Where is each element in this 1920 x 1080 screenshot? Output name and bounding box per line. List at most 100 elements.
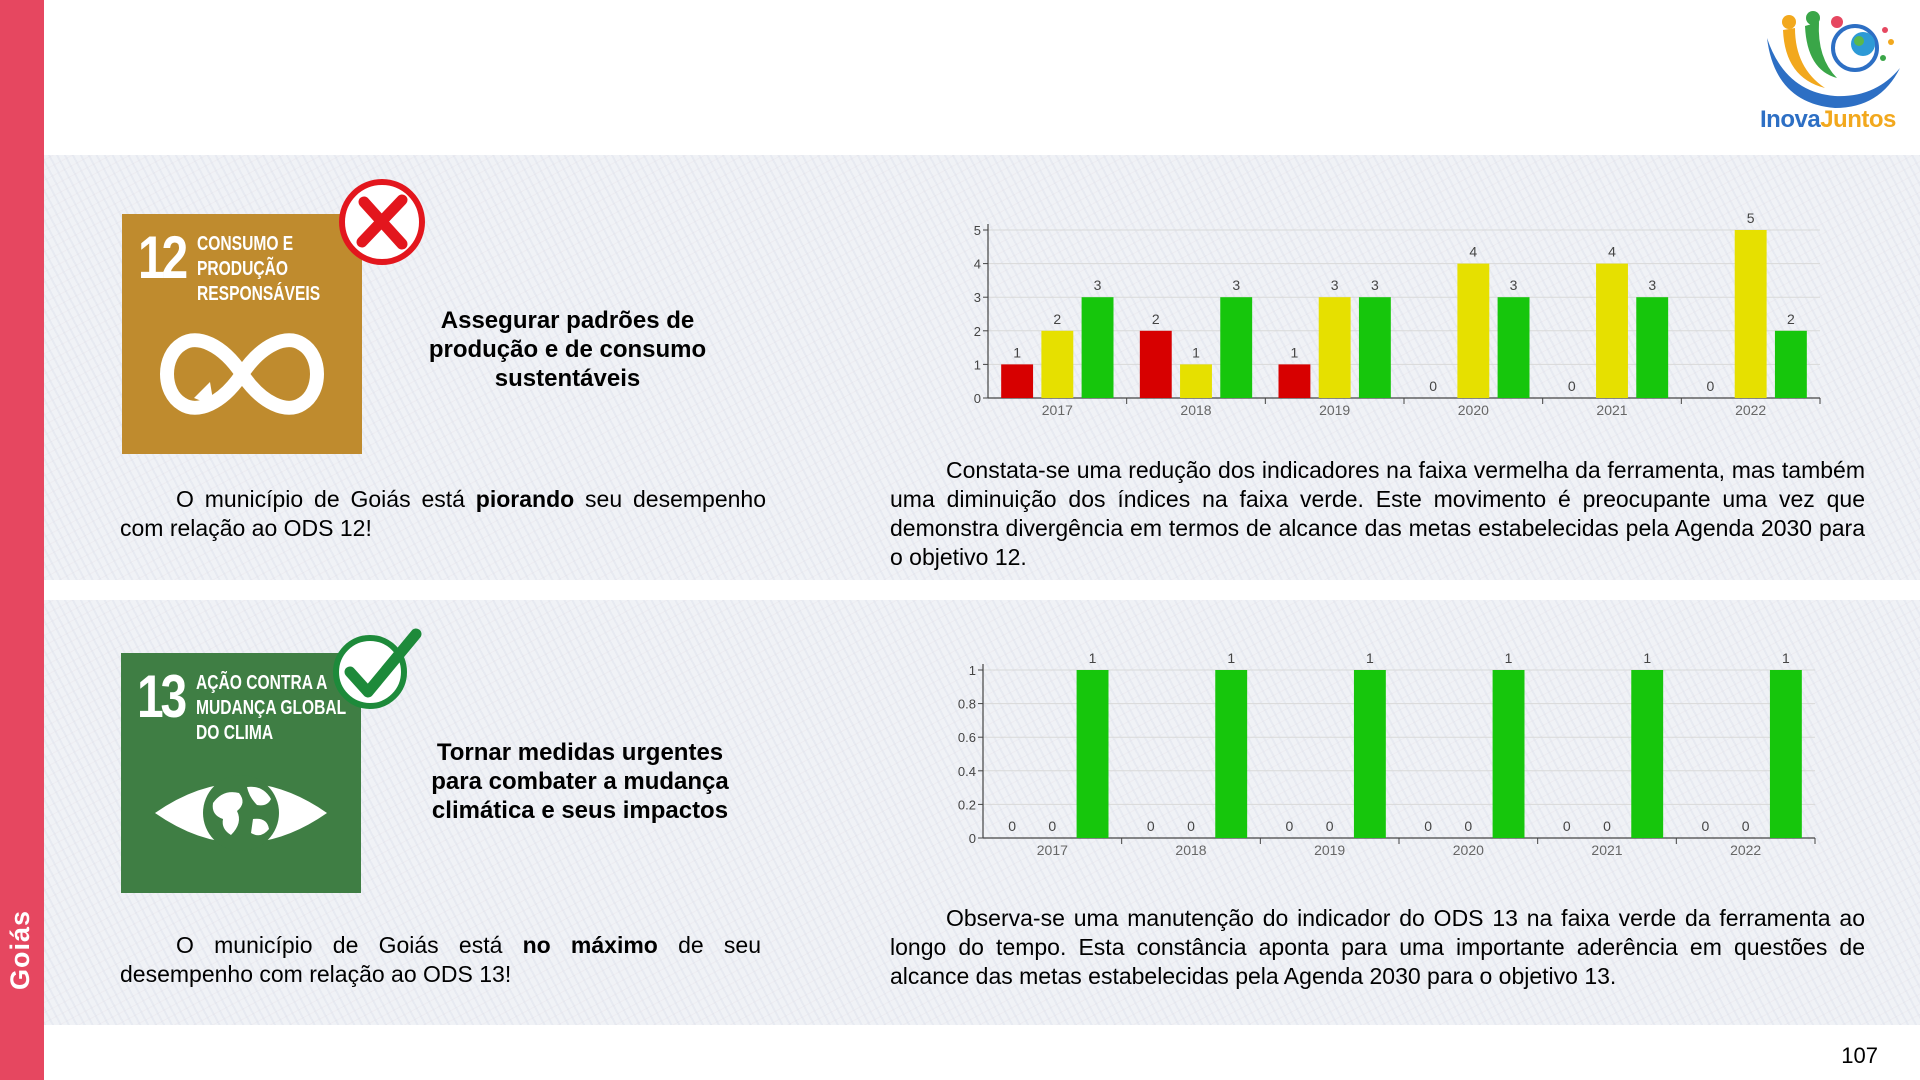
data-label: 1 xyxy=(1291,344,1299,360)
bar xyxy=(1358,297,1391,398)
y-tick-label: 4 xyxy=(974,257,981,272)
infinity-icon xyxy=(160,333,324,415)
bar xyxy=(1215,670,1248,838)
data-label: 0 xyxy=(1742,818,1750,834)
sdg12-bar-chart: 0 1 2 3 4 5 1 2 3 2017 2 1 3 2018 1 3 3 2019 0 4 3 2020 0 4 3 202… xyxy=(974,210,1821,418)
y-tick-label: 1 xyxy=(974,357,981,372)
data-label: 1 xyxy=(1505,650,1513,666)
y-tick-label: 0.4 xyxy=(958,764,976,779)
bar xyxy=(1180,364,1212,398)
sdg12-title: Consumo e produção responsáveis xyxy=(197,233,321,305)
y-tick-label: 5 xyxy=(974,223,981,238)
sdg13-heading: Tornar medidas urgentes para combater a … xyxy=(431,739,729,824)
data-label: 2 xyxy=(1152,311,1160,327)
bar xyxy=(1001,364,1034,398)
x-tick-label: 2020 xyxy=(1458,402,1489,418)
data-label: 0 xyxy=(1286,818,1294,834)
y-tick-label: 3 xyxy=(974,290,981,305)
data-label: 1 xyxy=(1227,650,1235,666)
bar xyxy=(1631,670,1664,838)
bar xyxy=(1769,670,1802,838)
bar xyxy=(1318,297,1351,398)
sdg13-tile: 13 Ação contra a mudança global do clima xyxy=(121,653,361,893)
x-tick-label: 2017 xyxy=(1042,402,1073,418)
sdg12-heading: Assegurar padrões de produção e de consu… xyxy=(428,307,707,392)
bar xyxy=(1636,297,1669,398)
data-label: 0 xyxy=(1008,818,1016,834)
data-label: 1 xyxy=(1782,650,1790,666)
x-tick-label: 2020 xyxy=(1453,842,1484,858)
bar xyxy=(1457,263,1490,398)
data-label: 0 xyxy=(1702,818,1710,834)
sidebar-label: Goiás xyxy=(5,909,35,990)
data-label: 3 xyxy=(1648,277,1656,293)
y-tick-label: 0 xyxy=(974,391,981,406)
logo-text: InovaJuntos xyxy=(1760,106,1896,133)
x-tick-label: 2019 xyxy=(1319,402,1350,418)
data-label: 0 xyxy=(1048,818,1056,834)
data-label: 2 xyxy=(1053,311,1061,327)
bar xyxy=(1076,670,1109,838)
sdg13-analysis: Observa-se uma manutenção do indicador d… xyxy=(890,905,1865,989)
x-tick-label: 2017 xyxy=(1037,842,1068,858)
x-tick-label: 2019 xyxy=(1314,842,1345,858)
y-tick-label: 0.6 xyxy=(958,730,976,745)
data-label: 0 xyxy=(1464,818,1472,834)
bar xyxy=(1497,297,1530,398)
green-check-icon xyxy=(333,628,422,709)
bar xyxy=(1081,297,1114,398)
data-label: 0 xyxy=(1568,378,1576,394)
y-tick-label: 2 xyxy=(974,324,981,339)
y-tick-label: 0.8 xyxy=(958,697,976,712)
bar xyxy=(1278,364,1311,398)
page-number: 107 xyxy=(1841,1043,1878,1068)
inovajuntos-logo-icon xyxy=(1767,11,1900,108)
sdg12-number: 12 xyxy=(138,224,188,291)
data-label: 1 xyxy=(1366,650,1374,666)
bar xyxy=(1734,230,1767,398)
data-label: 1 xyxy=(1643,650,1651,666)
data-label: 0 xyxy=(1429,378,1437,394)
data-label: 0 xyxy=(1326,818,1334,834)
data-label: 0 xyxy=(1147,818,1155,834)
data-label: 4 xyxy=(1608,244,1616,260)
sdg13-title: Ação contra a mudança global do clima xyxy=(196,672,347,744)
bar xyxy=(1353,670,1386,838)
x-tick-label: 2021 xyxy=(1596,402,1627,418)
data-label: 0 xyxy=(1563,818,1571,834)
data-label: 1 xyxy=(1192,344,1200,360)
bar xyxy=(1774,330,1807,398)
sdg12-summary: O município de Goiás está piorando seu d… xyxy=(120,486,766,541)
y-tick-label: 0.2 xyxy=(958,797,976,812)
bar xyxy=(1596,263,1628,398)
data-label: 3 xyxy=(1510,277,1518,293)
sdg13-number: 13 xyxy=(137,663,187,730)
eye-globe-icon xyxy=(155,775,327,851)
x-tick-label: 2018 xyxy=(1180,402,1211,418)
y-tick-label: 1 xyxy=(969,663,976,678)
data-label: 0 xyxy=(1603,818,1611,834)
sdg12-tile: 12 Consumo e produção responsáveis xyxy=(122,214,362,454)
data-label: 3 xyxy=(1232,277,1240,293)
y-tick-label: 0 xyxy=(969,831,976,846)
data-label: 5 xyxy=(1747,210,1755,226)
x-tick-label: 2022 xyxy=(1735,402,1766,418)
red-x-icon xyxy=(339,179,425,265)
bar xyxy=(1139,330,1172,398)
data-label: 1 xyxy=(1089,650,1097,666)
bar xyxy=(1492,670,1525,838)
x-tick-label: 2022 xyxy=(1730,842,1761,858)
data-label: 3 xyxy=(1094,277,1102,293)
data-label: 0 xyxy=(1707,378,1715,394)
sdg13-summary: O município de Goiás está no máximo de s… xyxy=(120,932,761,987)
data-label: 3 xyxy=(1331,277,1339,293)
x-tick-label: 2018 xyxy=(1175,842,1206,858)
sdg12-analysis: Constata-se uma redução dos indicadores … xyxy=(890,457,1865,570)
data-label: 0 xyxy=(1424,818,1432,834)
data-label: 0 xyxy=(1187,818,1195,834)
sidebar: Goiás xyxy=(0,0,44,1080)
data-label: 4 xyxy=(1469,244,1477,260)
data-label: 1 xyxy=(1013,344,1021,360)
bar xyxy=(1220,297,1253,398)
data-label: 3 xyxy=(1371,277,1379,293)
